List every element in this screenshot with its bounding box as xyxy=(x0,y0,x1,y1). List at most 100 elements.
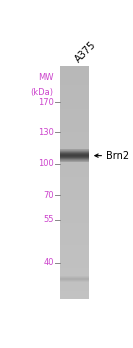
Bar xyxy=(60,262,89,264)
Bar xyxy=(60,157,89,158)
Bar xyxy=(60,167,89,169)
Bar xyxy=(60,281,89,282)
Bar xyxy=(60,141,89,144)
Bar xyxy=(60,128,89,130)
Bar xyxy=(60,165,89,167)
Bar xyxy=(60,161,89,162)
Bar xyxy=(60,281,89,282)
Bar xyxy=(60,254,89,256)
Bar xyxy=(60,160,89,161)
Bar xyxy=(60,211,89,214)
Bar xyxy=(60,204,89,206)
Bar xyxy=(60,205,89,208)
Bar xyxy=(60,215,89,218)
Bar xyxy=(60,258,89,260)
Bar xyxy=(60,231,89,233)
Bar xyxy=(60,79,89,81)
Bar xyxy=(60,190,89,192)
Bar xyxy=(60,159,89,160)
Bar xyxy=(60,130,89,132)
Bar xyxy=(60,103,89,105)
Bar xyxy=(60,155,89,156)
Bar xyxy=(60,171,89,173)
Bar xyxy=(60,118,89,120)
Bar xyxy=(60,155,89,156)
Text: 40: 40 xyxy=(43,258,54,267)
Bar xyxy=(60,106,89,109)
Bar xyxy=(60,150,89,151)
Bar xyxy=(60,244,89,246)
Bar xyxy=(60,163,89,165)
Bar xyxy=(60,274,89,276)
Bar xyxy=(60,219,89,221)
Text: 100: 100 xyxy=(38,159,54,168)
Bar xyxy=(60,235,89,237)
Bar xyxy=(60,209,89,212)
Bar xyxy=(60,158,89,159)
Bar xyxy=(60,124,89,126)
Bar xyxy=(60,271,89,274)
Bar xyxy=(60,252,89,254)
Bar xyxy=(60,71,89,74)
Bar xyxy=(60,159,89,161)
Bar xyxy=(60,237,89,239)
Bar xyxy=(60,134,89,136)
Bar xyxy=(60,168,89,171)
Bar xyxy=(60,238,89,241)
Bar xyxy=(60,122,89,124)
Bar xyxy=(60,101,89,103)
Bar xyxy=(60,182,89,184)
Text: MW: MW xyxy=(38,73,54,82)
Bar xyxy=(60,287,89,289)
Bar xyxy=(60,81,89,84)
Bar xyxy=(60,93,89,95)
Text: 170: 170 xyxy=(38,97,54,106)
Bar xyxy=(60,186,89,188)
Bar xyxy=(60,201,89,204)
Bar xyxy=(60,91,89,93)
Bar xyxy=(60,283,89,285)
Bar xyxy=(60,97,89,99)
Bar xyxy=(60,116,89,118)
Bar xyxy=(60,227,89,229)
Bar xyxy=(60,153,89,154)
Bar xyxy=(60,85,89,87)
Bar xyxy=(60,184,89,186)
Bar xyxy=(60,151,89,152)
Bar xyxy=(60,145,89,148)
Bar xyxy=(60,176,89,179)
Bar xyxy=(60,277,89,278)
Bar xyxy=(60,279,89,282)
Bar xyxy=(60,291,89,293)
Bar xyxy=(60,213,89,215)
Bar xyxy=(60,110,89,112)
Text: 70: 70 xyxy=(43,191,54,200)
Bar xyxy=(60,155,89,157)
Bar xyxy=(60,158,89,159)
Bar xyxy=(60,153,89,154)
Bar xyxy=(60,280,89,281)
Bar xyxy=(60,278,89,279)
Bar xyxy=(60,143,89,145)
Bar xyxy=(60,188,89,190)
Bar xyxy=(60,225,89,227)
Bar xyxy=(60,281,89,284)
Bar xyxy=(60,157,89,159)
Bar xyxy=(60,194,89,196)
Bar xyxy=(60,160,89,161)
Bar xyxy=(60,95,89,97)
Bar xyxy=(60,152,89,153)
Bar xyxy=(60,196,89,198)
Bar xyxy=(60,285,89,287)
Bar xyxy=(60,180,89,182)
Text: Brn2: Brn2 xyxy=(106,151,129,161)
Bar xyxy=(60,157,89,158)
Bar xyxy=(60,295,89,297)
Bar xyxy=(60,75,89,78)
Bar xyxy=(60,277,89,278)
Bar xyxy=(60,149,89,150)
Bar xyxy=(60,147,89,149)
Bar xyxy=(60,98,89,101)
Text: (kDa): (kDa) xyxy=(31,88,54,97)
Bar xyxy=(60,248,89,251)
